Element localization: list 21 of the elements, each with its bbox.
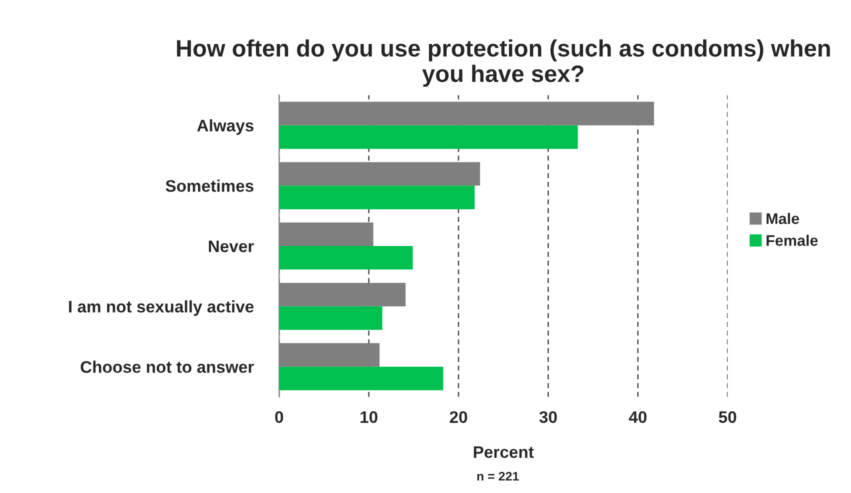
y-tick-label: Sometimes (166, 180, 254, 192)
legend-label: Female (766, 234, 818, 246)
x-tick-label: 10 (360, 411, 378, 423)
y-tick-label: Always (197, 119, 254, 135)
chart-title: How often do you use protection (such as condoms) when you have sex? (177, 39, 830, 87)
x-tick-label: 40 (628, 411, 646, 423)
x-axis-title: Percent (474, 446, 534, 458)
x-tick-label: 20 (450, 411, 468, 423)
x-tick-label: 50 (718, 411, 736, 423)
x-tick-label: 0 (275, 411, 284, 423)
bar (279, 246, 413, 270)
bar (279, 186, 475, 210)
x-tick-label: 30 (539, 411, 557, 424)
text: n = 221 (477, 472, 519, 481)
y-tick-label: I am not sexually active (69, 300, 254, 316)
bar (279, 366, 444, 390)
y-tick-label: Choose not to answer (80, 360, 254, 373)
bar (279, 125, 578, 149)
legend-label: Male (766, 212, 800, 224)
bar (279, 306, 382, 330)
y-tick-label: Never (208, 240, 254, 252)
